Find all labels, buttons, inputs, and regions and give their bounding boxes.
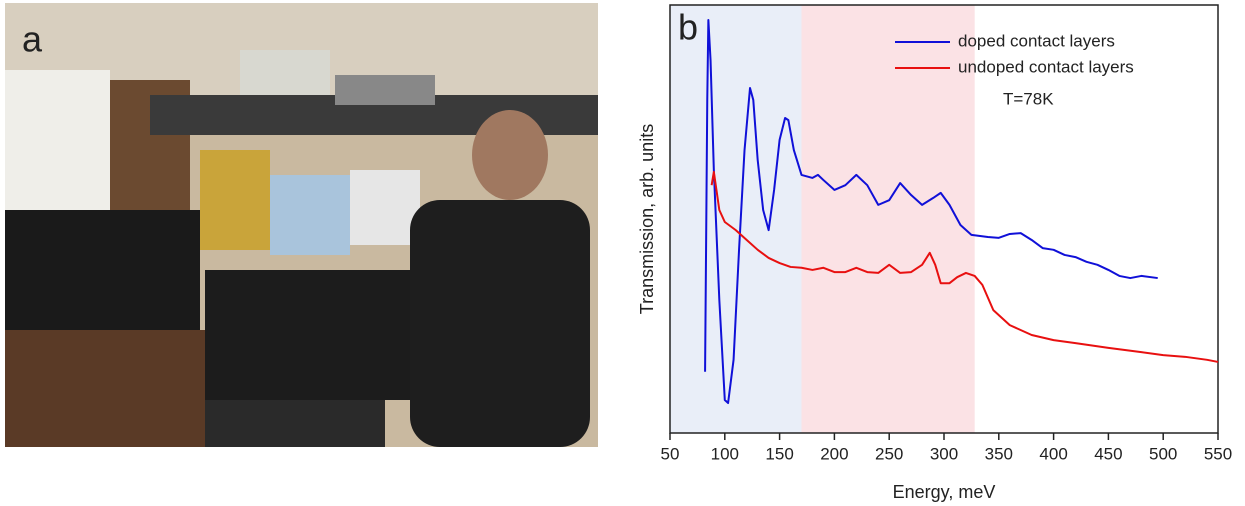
instrument — [270, 175, 350, 255]
floor-equipment — [205, 400, 385, 447]
panel-label: b — [678, 7, 698, 48]
shaded-region — [801, 5, 975, 433]
series-line — [704, 18, 1158, 405]
desk — [5, 330, 205, 447]
chart: 50 100 150 200 250 300 350 400 450 500 550 doped co… — [637, 4, 1232, 502]
legend-label: undoped contact layers — [958, 57, 1134, 76]
x-tick-label: 200 — [820, 444, 848, 463]
shelf — [5, 70, 110, 210]
x-tick-label: 500 — [1149, 444, 1177, 463]
x-tick-label: 150 — [765, 444, 793, 463]
annotation: T=78K — [1003, 89, 1054, 108]
series-line — [710, 170, 1219, 363]
x-tick-label: 400 — [1039, 444, 1067, 463]
cryostat — [200, 150, 270, 250]
photo: a — [5, 3, 598, 447]
x-tick-label: 250 — [875, 444, 903, 463]
y-axis-label: Transmission, arb. units — [637, 124, 657, 314]
instrument — [335, 75, 435, 105]
x-axis-label: Energy, meV — [893, 482, 996, 502]
x-tick-label: 100 — [711, 444, 739, 463]
monitor — [5, 210, 200, 335]
x-tick-label: 50 — [661, 444, 680, 463]
x-tick-label: 300 — [930, 444, 958, 463]
x-tick-label: 450 — [1094, 444, 1122, 463]
optical-table — [205, 270, 410, 400]
person-head — [472, 110, 548, 200]
instrument — [350, 170, 420, 245]
panel-label: a — [22, 19, 43, 60]
x-tick-label: 550 — [1204, 444, 1232, 463]
instrument — [240, 50, 330, 95]
x-tick-label: 350 — [985, 444, 1013, 463]
shaded-region — [670, 5, 802, 433]
person-body — [410, 200, 590, 447]
legend-label: doped contact layers — [958, 31, 1115, 50]
